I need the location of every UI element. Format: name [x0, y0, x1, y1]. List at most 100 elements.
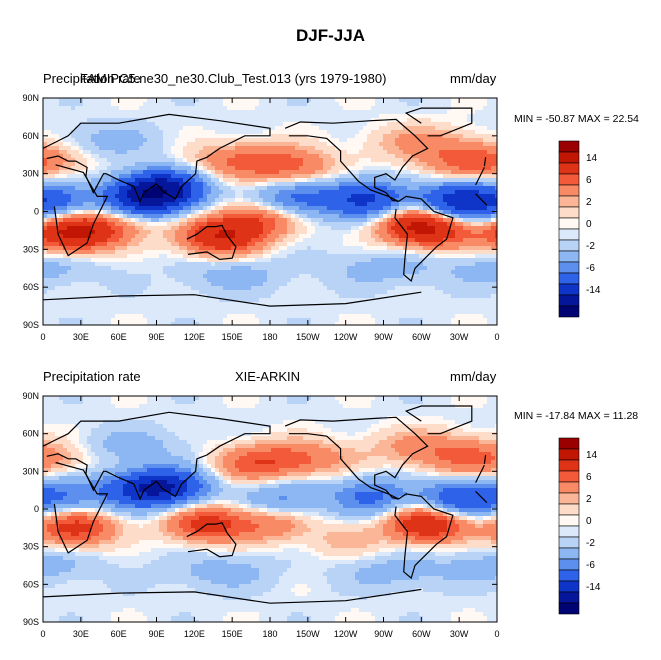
field-cell [299, 262, 304, 267]
field-cell [63, 242, 68, 247]
field-cell [179, 238, 184, 243]
field-cell [167, 218, 172, 223]
field-cell [147, 282, 152, 287]
field-cell [327, 110, 332, 115]
field-cell [311, 162, 316, 167]
field-cell [271, 254, 276, 259]
field-cell [55, 114, 60, 119]
field-cell [95, 178, 100, 183]
field-cell [207, 178, 212, 183]
field-cell [235, 182, 240, 187]
field-cell [191, 282, 196, 287]
field-cell [51, 146, 56, 151]
field-cell [335, 122, 340, 127]
field-cell [223, 126, 228, 131]
field-cell [283, 286, 288, 291]
field-cell [111, 286, 116, 291]
field-cell [363, 126, 368, 131]
field-cell [227, 318, 232, 323]
field-cell [339, 110, 344, 115]
field-cell [391, 130, 396, 135]
field-cell [247, 102, 252, 107]
field-cell [207, 278, 212, 283]
field-cell [335, 270, 340, 275]
field-cell [199, 210, 204, 215]
field-cell [167, 190, 172, 195]
field-cell [87, 238, 92, 243]
field-cell [183, 318, 188, 323]
field-cell [303, 146, 308, 151]
field-cell [387, 310, 392, 315]
field-cell [119, 122, 124, 127]
field-cell [167, 142, 172, 147]
field-cell [175, 122, 180, 127]
field-cell [99, 246, 104, 251]
field-cell [55, 166, 60, 171]
field-cell [63, 186, 68, 191]
field-cell [255, 106, 260, 111]
field-cell [339, 126, 344, 131]
field-cell [347, 146, 352, 151]
field-cell [111, 242, 116, 247]
field-cell [355, 294, 360, 299]
field-cell [47, 146, 52, 151]
field-cell [47, 250, 52, 255]
field-cell [371, 270, 376, 275]
field-cell [139, 142, 144, 147]
field-cell [75, 98, 80, 103]
field-cell [91, 126, 96, 131]
field-cell [163, 202, 168, 207]
field-cell [351, 194, 356, 199]
field-cell [323, 230, 328, 235]
field-cell [123, 270, 128, 275]
field-cell [115, 154, 120, 159]
field-cell [251, 126, 256, 131]
field-cell [127, 126, 132, 131]
field-cell [111, 274, 116, 279]
field-cell [63, 262, 68, 267]
field-cell [207, 106, 212, 111]
field-cell [179, 274, 184, 279]
field-cell [327, 122, 332, 127]
field-cell [383, 298, 388, 303]
field-cell [175, 226, 180, 231]
field-cell [223, 170, 228, 175]
field-cell [351, 190, 356, 195]
field-cell [103, 122, 108, 127]
field-cell [131, 186, 136, 191]
field-cell [335, 110, 340, 115]
field-cell [191, 314, 196, 319]
field-cell [43, 246, 48, 251]
field-cell [223, 102, 228, 107]
field-cell [47, 298, 52, 303]
field-cell [71, 314, 76, 319]
field-cell [175, 182, 180, 187]
field-cell [243, 98, 248, 103]
field-cell [47, 254, 52, 259]
field-cell [91, 194, 96, 199]
field-cell [79, 230, 84, 235]
field-cell [219, 214, 224, 219]
field-cell [139, 322, 144, 325]
field-cell [259, 98, 264, 103]
field-cell [239, 114, 244, 119]
field-cell [367, 126, 372, 131]
field-cell [359, 310, 364, 315]
field-cell [123, 314, 128, 319]
field-cell [287, 102, 292, 107]
field-cell [71, 306, 76, 311]
field-cell [59, 282, 64, 287]
field-cell [263, 106, 268, 111]
field-cell [295, 210, 300, 215]
field-cell [191, 274, 196, 279]
field-cell [175, 290, 180, 295]
field-cell [119, 290, 124, 295]
field-cell [339, 218, 344, 223]
field-cell [327, 214, 332, 219]
field-cell [267, 306, 272, 311]
field-cell [59, 290, 64, 295]
field-cell [127, 98, 132, 103]
field-cell [287, 162, 292, 167]
field-cell [191, 254, 196, 259]
field-cell [347, 162, 352, 167]
